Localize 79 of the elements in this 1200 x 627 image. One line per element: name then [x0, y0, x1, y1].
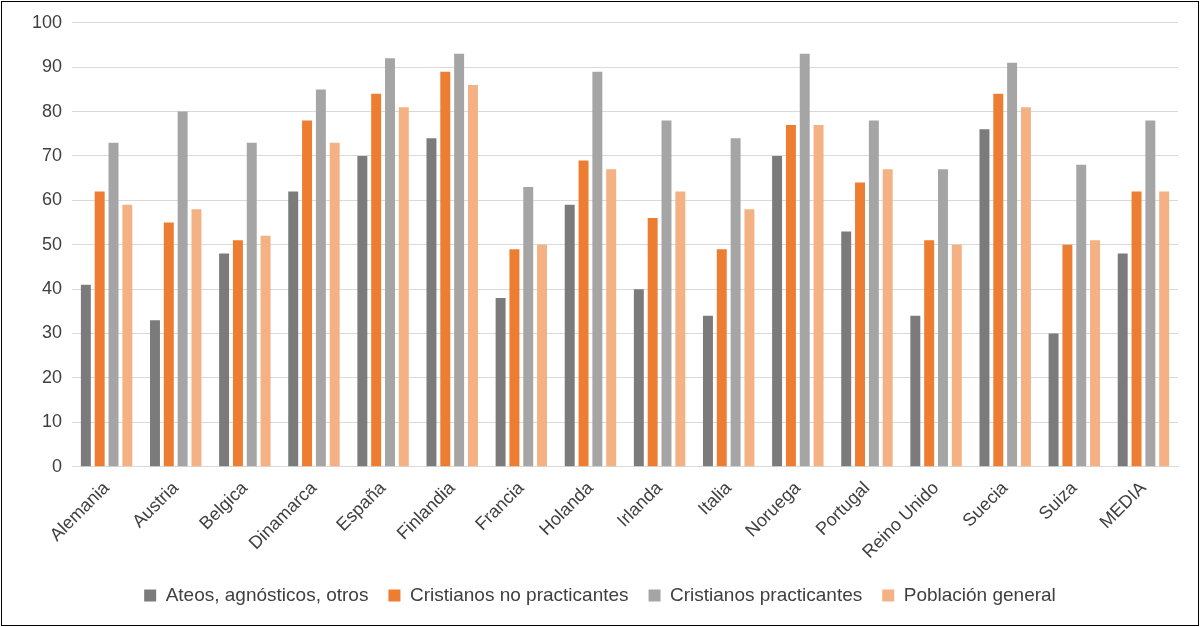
bar: [675, 191, 686, 467]
bar: [1048, 333, 1059, 467]
bar: [578, 160, 589, 467]
bar: [232, 240, 243, 467]
bar: [564, 204, 575, 467]
bar: [647, 218, 658, 467]
legend-label: Ateos, agnósticos, otros: [165, 583, 369, 605]
bar: [702, 315, 713, 467]
bar: [385, 58, 395, 467]
bar: [288, 191, 299, 467]
y-tick-label: 60: [42, 189, 63, 210]
bar: [785, 124, 796, 467]
bar: [80, 284, 91, 467]
bar: [633, 289, 644, 467]
bar: [191, 209, 202, 467]
bar: [357, 155, 368, 467]
bar: [246, 142, 257, 467]
bar: [219, 253, 230, 467]
bar: [1159, 191, 1170, 467]
bar: [938, 169, 948, 467]
bar: [440, 71, 451, 467]
bar: [509, 249, 520, 467]
bar: [924, 240, 935, 467]
y-tick-label: 80: [42, 100, 63, 121]
bar: [772, 155, 783, 467]
bar: [398, 107, 409, 467]
bar: [1076, 164, 1087, 467]
bar: [841, 231, 852, 467]
bar: [979, 129, 990, 467]
bar: [882, 169, 893, 467]
bar: [1117, 253, 1128, 467]
bar: [467, 84, 478, 467]
bar: [122, 204, 133, 467]
bar: [523, 187, 534, 467]
y-tick-label: 20: [42, 366, 63, 387]
bar: [454, 53, 465, 467]
bar: [94, 191, 105, 467]
y-tick-label: 10: [42, 411, 63, 432]
bar: [951, 244, 962, 467]
bar: [163, 222, 174, 467]
bar: [730, 138, 741, 467]
bar: [1007, 62, 1018, 467]
y-tick-label: 40: [42, 278, 63, 299]
bar: [108, 142, 119, 467]
bar: [661, 120, 672, 467]
y-tick-label: 30: [42, 322, 63, 343]
bar: [606, 169, 617, 467]
bar: [302, 120, 313, 467]
bar: [855, 182, 866, 467]
bar: [993, 93, 1004, 467]
bar: [371, 93, 382, 467]
y-tick-label: 70: [42, 144, 63, 165]
legend-label: Cristianos practicantes: [670, 583, 863, 605]
bar: [1145, 120, 1156, 467]
legend-label: Población general: [903, 583, 1056, 605]
y-tick-label: 50: [42, 233, 63, 254]
bar: [813, 124, 824, 467]
bar: [260, 235, 271, 467]
bar: [315, 89, 326, 467]
y-tick-label: 90: [42, 56, 63, 77]
bar: [329, 142, 340, 467]
bar: [716, 249, 727, 467]
bar: [150, 320, 160, 467]
bar: [868, 120, 879, 467]
legend-label: Cristianos no practicantes: [409, 583, 629, 605]
bar: [1090, 240, 1101, 467]
bar: [1131, 191, 1142, 467]
bar: [495, 298, 506, 467]
y-tick-label: 0: [52, 455, 63, 476]
bar: [177, 111, 188, 467]
bar: [1062, 244, 1073, 467]
bar: [744, 209, 755, 467]
bar: [799, 53, 810, 467]
y-tick-label: 100: [31, 11, 63, 32]
bar: [592, 71, 603, 467]
bar: [910, 315, 921, 467]
bar: [426, 138, 437, 467]
bar: [1020, 107, 1031, 467]
bar: [537, 244, 548, 467]
